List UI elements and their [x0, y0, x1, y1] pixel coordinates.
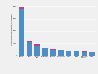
Bar	[27, 41, 32, 42]
Bar	[58, 50, 64, 56]
Bar	[34, 44, 40, 46]
Bar	[50, 49, 56, 50]
Bar	[89, 52, 95, 56]
Bar	[34, 46, 40, 56]
Bar	[42, 48, 48, 56]
Bar	[74, 51, 79, 56]
Bar	[66, 51, 71, 56]
Bar	[82, 51, 87, 52]
Bar	[19, 7, 24, 9]
Bar	[27, 42, 32, 56]
Bar	[82, 52, 87, 56]
Y-axis label: Cumulative immigrants (thousands): Cumulative immigrants (thousands)	[11, 14, 13, 45]
Bar	[66, 50, 71, 51]
Bar	[50, 50, 56, 56]
Bar	[19, 9, 24, 56]
